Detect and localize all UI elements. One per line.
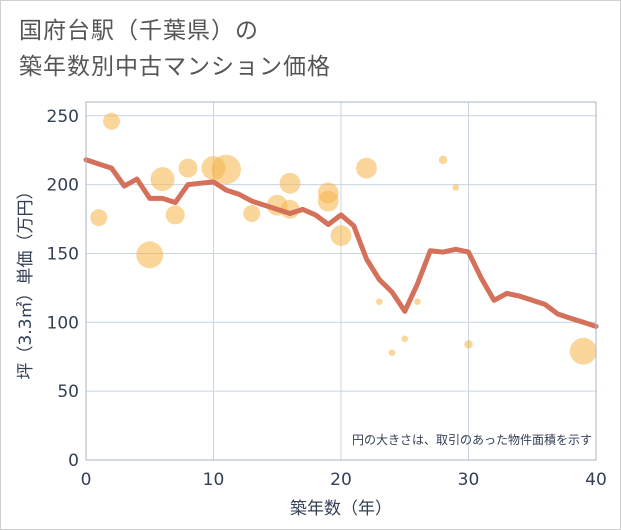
- x-tick-label: 30: [458, 470, 480, 490]
- y-tick-label: 150: [47, 244, 79, 264]
- bubble-point: [414, 298, 421, 305]
- bubble-point: [136, 241, 164, 269]
- bubble-point: [464, 340, 473, 349]
- bubble-series: [90, 112, 597, 365]
- x-tick-label: 20: [330, 470, 352, 490]
- title-line-2: 築年数別中古マンション価格: [19, 54, 331, 80]
- y-tick-label: 0: [68, 451, 79, 471]
- title-line-1: 国府台駅（千葉県）の: [19, 18, 259, 44]
- x-tick-label: 0: [81, 470, 92, 490]
- trend-line: [83, 157, 599, 329]
- bubble-point: [317, 190, 339, 212]
- y-tick-label: 200: [47, 176, 79, 196]
- y-tick-label: 250: [47, 107, 79, 127]
- bubble-point: [165, 205, 185, 225]
- chart-title: 国府台駅（千葉県）の 築年数別中古マンション価格: [19, 13, 331, 85]
- y-tick-label: 100: [47, 313, 79, 333]
- grid-lines: [86, 102, 596, 460]
- bubble-point: [388, 349, 396, 356]
- bubble-point: [356, 157, 377, 179]
- bubble-point: [569, 337, 597, 365]
- bubble-point: [279, 172, 301, 194]
- bubble-point: [401, 335, 409, 343]
- x-axis-label: 築年数（年）: [290, 499, 392, 519]
- x-tick-label: 40: [585, 470, 607, 490]
- tick-labels: 0 10 20 30 40 0 50 100 150 200 250: [47, 107, 607, 490]
- bubble-point: [330, 225, 352, 246]
- bubble-point: [103, 112, 120, 130]
- bubble-point: [452, 184, 460, 191]
- y-tick-label: 50: [57, 382, 79, 402]
- bubble-point: [243, 205, 261, 223]
- bubble-point: [90, 209, 108, 227]
- bubble-point: [375, 298, 383, 305]
- bubble-size-note: 円の大きさは、取引のあった物件面積を示す: [352, 432, 592, 447]
- bubble-point: [178, 158, 198, 178]
- plot-border: [85, 101, 597, 461]
- bubble-point: [150, 167, 175, 192]
- x-tick-label: 10: [203, 470, 225, 490]
- bubble-point: [438, 155, 448, 165]
- y-axis-label: 坪（3.3㎡）単価（万円）: [16, 182, 36, 379]
- bubble-point: [211, 154, 241, 185]
